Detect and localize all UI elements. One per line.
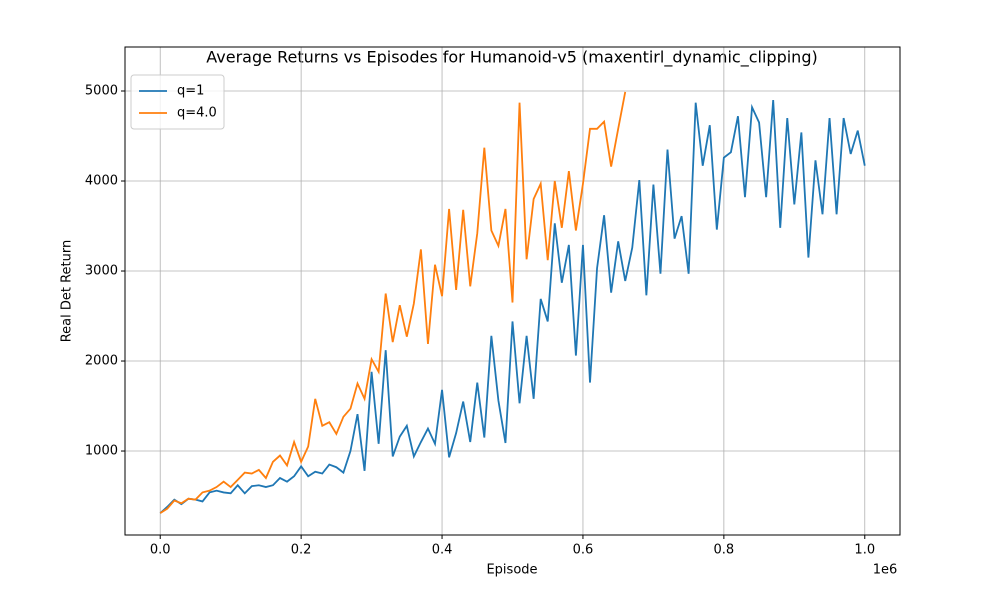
legend-label: q=4.0 [177, 106, 217, 121]
x-tick-label: 0.0 [150, 543, 171, 558]
x-tick-label: 0.2 [291, 543, 312, 558]
x-tick-label: 0.4 [432, 543, 453, 558]
lines [159, 91, 866, 514]
plot-frame [124, 46, 901, 536]
x-tick-label: 0.6 [573, 543, 594, 558]
y-axis-label: Real Det Return [60, 240, 75, 343]
chart-title: Average Returns vs Episodes for Humanoid… [206, 48, 817, 68]
legend: q=1 q=4.0 [130, 74, 225, 130]
y-tick-label: 2000 [85, 354, 118, 369]
x-offset-label: 1e6 [873, 563, 898, 578]
legend-label: q=1 [177, 84, 204, 99]
x-axis-label: Episode [486, 563, 537, 578]
series-line [159, 99, 866, 514]
y-tick-label: 4000 [85, 174, 118, 189]
x-tick-label: 0.8 [714, 543, 735, 558]
y-tick-label: 1000 [85, 444, 118, 459]
legend-box [130, 74, 225, 130]
ticks: 0.0 0.2 0.4 0.6 0.8 1.0 1000 2000 3000 4000 5000 [85, 84, 875, 558]
x-tick-label: 1.0 [854, 543, 875, 558]
y-tick-label: 5000 [85, 84, 118, 99]
y-tick-label: 3000 [85, 264, 118, 279]
series-line [159, 91, 627, 514]
